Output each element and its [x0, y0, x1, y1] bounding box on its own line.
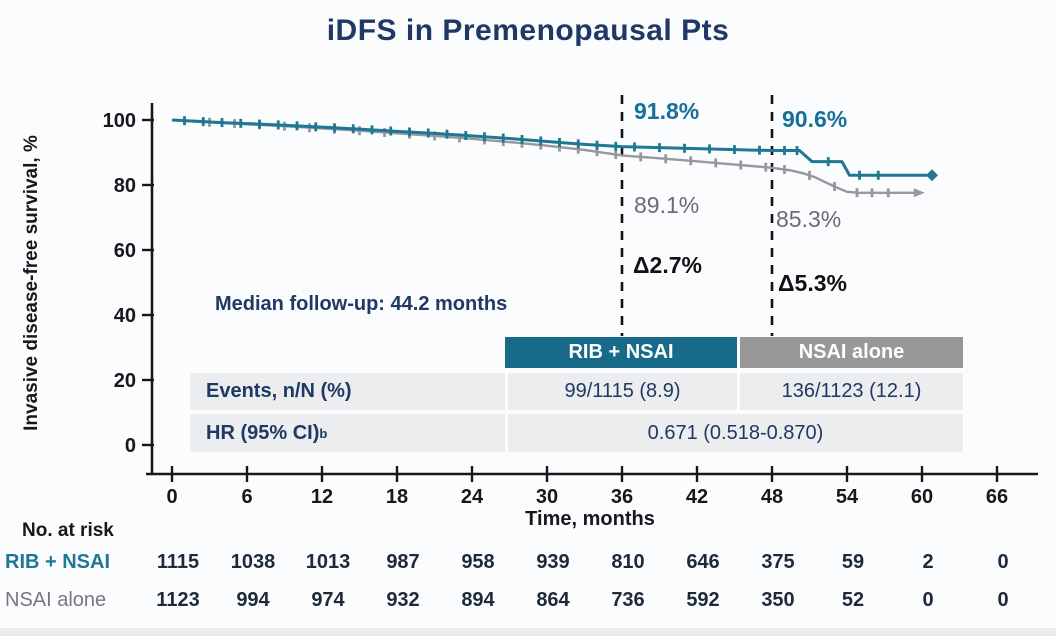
risk-value: 375: [761, 551, 795, 573]
risk-value: 0: [922, 589, 934, 611]
annotation-nsai-48m: 85.3%: [776, 206, 842, 232]
annotation-delta-48m: Δ5.3%: [778, 270, 847, 296]
risk-table-title: No. at risk: [22, 520, 114, 541]
annotation-rib-48m: 90.6%: [782, 106, 848, 132]
risk-value: 932: [386, 589, 420, 611]
hr-value: 0.671 (0.518-0.870): [508, 414, 963, 452]
curve-end-diamond: [926, 169, 938, 182]
curve-end-arrow: [913, 188, 925, 198]
table-header-rib-nsai: RIB + NSAI: [505, 337, 737, 368]
y-tick-label: 20: [114, 370, 136, 392]
x-axis-label: Time, months: [525, 508, 655, 530]
risk-value: 592: [686, 589, 720, 611]
risk-value: 59: [841, 551, 865, 573]
x-tick-label: 60: [911, 486, 933, 508]
slide-bottom-edge: [0, 628, 1056, 636]
risk-value: 994: [236, 589, 270, 611]
y-tick-label: 0: [125, 435, 136, 457]
events-value-rib: 99/1115 (8.9): [508, 373, 737, 410]
y-tick-label: 40: [114, 305, 136, 327]
annotation-nsai-36m: 89.1%: [634, 192, 700, 218]
x-tick-label: 24: [461, 486, 484, 508]
hr-row-label: HR (95% CI) b: [190, 414, 505, 452]
y-tick-label: 100: [103, 110, 136, 132]
risk-row-label-nsai: NSAI alone: [5, 589, 107, 611]
km-curve-rib-nsai: [171, 118, 932, 177]
y-tick-label: 80: [114, 175, 136, 197]
annotation-delta-36m: Δ2.7%: [633, 252, 702, 278]
x-tick-label: 6: [241, 486, 252, 508]
risk-value: 0: [997, 589, 1009, 611]
x-tick-label: 48: [761, 486, 783, 508]
annotation-rib-36m: 91.8%: [634, 98, 700, 124]
y-tick-label: 60: [114, 240, 136, 262]
x-tick-label: 66: [986, 486, 1008, 508]
x-tick-label: 42: [686, 486, 708, 508]
risk-value: 0: [997, 551, 1009, 573]
x-tick-label: 12: [311, 486, 333, 508]
risk-value: 52: [841, 589, 865, 611]
risk-value: 958: [461, 551, 495, 573]
risk-value: 894: [461, 589, 495, 611]
x-tick-label: 36: [611, 486, 633, 508]
events-row-label: Events, n/N (%): [190, 373, 505, 410]
risk-value: 1038: [230, 551, 276, 573]
risk-value: 736: [611, 589, 645, 611]
x-tick-label: 18: [386, 486, 408, 508]
risk-value: 939: [536, 551, 570, 573]
table-header-nsai-alone: NSAI alone: [740, 337, 963, 368]
risk-value: 974: [311, 589, 345, 611]
risk-row-label-rib: RIB + NSAI: [5, 551, 111, 573]
risk-value: 1013: [305, 551, 351, 573]
risk-value: 864: [536, 589, 570, 611]
median-followup-note: Median follow-up: 44.2 months: [215, 293, 508, 315]
risk-value: 2: [922, 551, 934, 573]
x-tick-label: 0: [166, 486, 177, 508]
events-value-nsai: 136/1123 (12.1): [740, 373, 963, 410]
risk-value: 810: [611, 551, 645, 573]
risk-value: 1115: [156, 551, 200, 573]
risk-value: 646: [686, 551, 720, 573]
hr-label-footnote: b: [319, 425, 328, 441]
x-tick-label: 30: [536, 486, 558, 508]
risk-value: 987: [386, 551, 420, 573]
x-tick-label: 54: [836, 486, 859, 508]
risk-value: 350: [761, 589, 795, 611]
risk-value: 1123: [156, 589, 200, 611]
hr-label-text: HR (95% CI): [206, 421, 320, 444]
page-title: iDFS in Premenopausal Pts: [326, 14, 730, 47]
